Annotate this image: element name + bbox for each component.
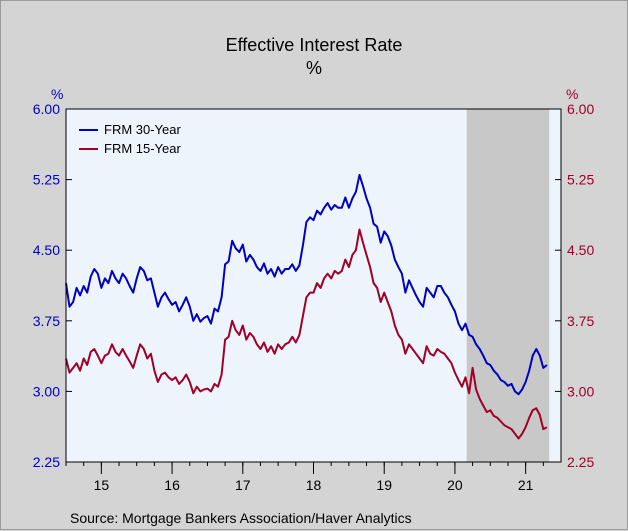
legend-label-frm30: FRM 30-Year bbox=[104, 122, 181, 137]
right-tick-label: 5.25 bbox=[567, 172, 594, 188]
x-tick-label: 17 bbox=[235, 477, 251, 493]
right-tick-label: 3.00 bbox=[567, 383, 594, 399]
right-tick-label: 4.50 bbox=[567, 242, 594, 258]
chart-title: Effective Interest Rate bbox=[226, 35, 403, 55]
right-axis-unit: % bbox=[566, 86, 578, 102]
x-tick-label: 18 bbox=[306, 477, 322, 493]
series-line-frm15 bbox=[65, 228, 548, 440]
left-tick-label: 5.25 bbox=[33, 172, 60, 188]
x-axis: 15 16 17 18 19 20 21 bbox=[65, 462, 544, 493]
series-layer bbox=[65, 173, 548, 440]
legend: FRM 30-Year FRM 15-Year bbox=[79, 122, 181, 156]
left-tick-label: 4.50 bbox=[33, 242, 60, 258]
right-axis: 6.00 5.25 4.50 3.75 3.00 2.25 bbox=[555, 101, 594, 470]
x-tick-label: 16 bbox=[164, 477, 180, 493]
left-tick-label: 3.00 bbox=[33, 383, 60, 399]
legend-label-frm15: FRM 15-Year bbox=[104, 141, 181, 156]
right-tick-label: 6.00 bbox=[567, 101, 594, 117]
left-tick-label: 2.25 bbox=[33, 454, 60, 470]
source-note: Source: Mortgage Bankers Association/Hav… bbox=[70, 510, 412, 526]
x-tick-label: 15 bbox=[94, 477, 110, 493]
x-tick-label: 20 bbox=[447, 477, 463, 493]
recession-shading bbox=[466, 109, 550, 462]
left-tick-label: 3.75 bbox=[33, 313, 60, 329]
left-tick-label: 6.00 bbox=[33, 101, 60, 117]
series-line-frm30 bbox=[65, 173, 548, 396]
x-tick-label: 21 bbox=[518, 477, 534, 493]
x-tick-label: 19 bbox=[376, 477, 392, 493]
chart-subtitle: % bbox=[306, 58, 322, 78]
left-axis: 6.00 5.25 4.50 3.75 3.00 2.25 bbox=[33, 101, 72, 470]
left-axis-unit: % bbox=[51, 86, 63, 102]
right-tick-label: 2.25 bbox=[567, 454, 594, 470]
right-tick-label: 3.75 bbox=[567, 313, 594, 329]
